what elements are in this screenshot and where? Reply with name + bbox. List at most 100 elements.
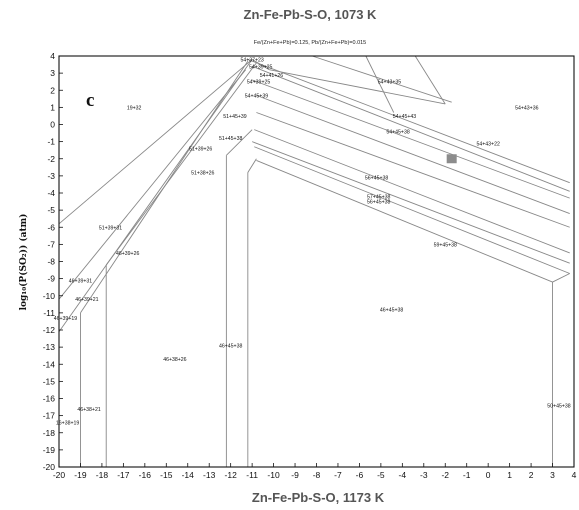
y-tick-label: -14 xyxy=(43,359,56,369)
phase-boundary-line xyxy=(256,112,570,228)
phase-boundary-line xyxy=(251,79,570,199)
plot-area: -20 -19 -18 -17 -16 -15 -14 -13 -12 -11 -10 -9 -8 -7-… xyxy=(43,51,577,480)
region-label: 54+43+36 xyxy=(515,105,538,111)
y-tick-label: -13 xyxy=(43,342,56,352)
phase-boundary-line xyxy=(105,62,257,266)
region-label: 51+39+26 xyxy=(189,146,212,152)
y-tick-label: 3 xyxy=(50,68,55,78)
y-tick-label: -8 xyxy=(47,257,55,267)
y-tick-label: -10 xyxy=(43,291,56,301)
x-tick-label: 2 xyxy=(529,470,534,480)
region-label: 59+45+38 xyxy=(434,242,457,248)
x-tick-label: -18 xyxy=(96,470,109,480)
phase-boundary-line xyxy=(254,146,570,274)
y-tick-label: -18 xyxy=(43,428,56,438)
y-tick-label: -16 xyxy=(43,394,56,404)
y-tick-label: -6 xyxy=(47,222,55,232)
x-tick-label: -2 xyxy=(441,470,449,480)
x-tick-label: -9 xyxy=(291,470,299,480)
x-tick-label: -16 xyxy=(139,470,152,480)
phase-boundary-line xyxy=(269,69,446,105)
region-label: 16+38+19 xyxy=(56,420,79,426)
x-tick-label: -1 xyxy=(463,470,471,480)
x-tick-label: -7 xyxy=(334,470,342,480)
y-tick-label: 0 xyxy=(50,120,55,130)
bottom-title: Zn-Fe-Pb-S-O, 1173 K xyxy=(252,490,385,505)
phase-boundary-line xyxy=(58,59,253,332)
region-label: 51+45+38 xyxy=(219,136,242,142)
y-tick-label: -4 xyxy=(47,188,55,198)
phase-boundary-line xyxy=(414,55,446,105)
phase-boundary-line xyxy=(58,69,247,300)
y-tick-label: -5 xyxy=(47,205,55,215)
phase-boundary-line xyxy=(552,273,570,283)
y-tick-label: -2 xyxy=(47,154,55,164)
x-tick-label: -5 xyxy=(377,470,385,480)
phase-boundary-line xyxy=(247,59,570,184)
panel-label: c xyxy=(86,90,94,111)
region-label: 46+38+21 xyxy=(77,407,100,413)
phase-boundary-line xyxy=(365,55,395,113)
y-tick-label: -3 xyxy=(47,171,55,181)
x-tick-label: -12 xyxy=(225,470,238,480)
region-label: 19+32 xyxy=(127,105,142,111)
region-label: 54+43+35 xyxy=(378,80,401,86)
phase-boundary-line xyxy=(251,59,270,71)
region-label: 54+39+25 xyxy=(249,64,272,70)
y-tick-label: -11 xyxy=(43,308,55,318)
region-label: 54+39+25 xyxy=(247,80,270,86)
y-tick-label: -20 xyxy=(43,462,56,472)
region-label: 51+39+31 xyxy=(99,225,122,231)
x-tick-label: 0 xyxy=(486,470,491,480)
region-label: 46+45+38 xyxy=(380,307,403,313)
y-tick-label: -17 xyxy=(43,411,56,421)
y-tick-label: 1 xyxy=(50,102,55,112)
region-label: 46+45+38 xyxy=(219,343,242,349)
y-tick-label: -1 xyxy=(47,137,55,147)
region-label: 56+45+38 xyxy=(367,200,390,206)
region-label: 54+37+23 xyxy=(240,57,263,63)
region-label: 46+39+26 xyxy=(116,251,139,257)
phase-boundary-line xyxy=(312,55,452,103)
x-tick-label: -19 xyxy=(74,470,87,480)
phase-boundary-line xyxy=(256,160,553,283)
region-label: 54+41+26 xyxy=(260,73,283,79)
y-tick-label: -19 xyxy=(43,445,56,455)
region-label: 51+45+39 xyxy=(223,114,246,120)
phase-boundary-line xyxy=(247,158,257,173)
y-tick-label: -7 xyxy=(47,239,55,249)
x-tick-label: -20 xyxy=(53,470,66,480)
x-tick-label: -10 xyxy=(267,470,280,480)
x-tick-label: 3 xyxy=(550,470,555,480)
x-tick-label: -6 xyxy=(356,470,364,480)
y-tick-label: -15 xyxy=(43,376,56,386)
y-axis-label: log₁₀(P(SO₂)) (atm) xyxy=(18,214,29,311)
region-label: 46+39+31 xyxy=(69,278,92,284)
region-label: 54+45+43 xyxy=(393,114,416,120)
region-label: 54+45+39 xyxy=(245,93,268,99)
region-label: 51+38+26 xyxy=(191,170,214,176)
region-label: 54+45+38 xyxy=(386,129,409,135)
region-label: 54+43+22 xyxy=(476,141,499,147)
x-tick-label: -3 xyxy=(420,470,428,480)
x-tick-label: 1 xyxy=(507,470,512,480)
phase-boundary-line xyxy=(226,129,253,156)
phase-boundary-line xyxy=(251,141,570,264)
x-tick-label: 4 xyxy=(572,470,577,480)
region-label: 46+39+21 xyxy=(75,297,98,303)
region-label: 56+45+38 xyxy=(365,176,388,182)
phase-boundary-line xyxy=(256,94,570,214)
x-tick-label: -13 xyxy=(203,470,216,480)
phase-boundary-line xyxy=(251,65,570,192)
y-tick-label: 4 xyxy=(50,51,55,61)
x-tick-label: -14 xyxy=(182,470,195,480)
x-tick-label: -15 xyxy=(160,470,173,480)
phase-boundary-line xyxy=(254,129,570,254)
data-marker xyxy=(446,154,457,164)
phase-boundary-line xyxy=(58,59,253,225)
x-tick-label: -11 xyxy=(246,470,258,480)
y-tick-label: 2 xyxy=(50,85,55,95)
y-tick-label: -9 xyxy=(47,274,55,284)
region-label: 46+39+19 xyxy=(54,316,77,322)
